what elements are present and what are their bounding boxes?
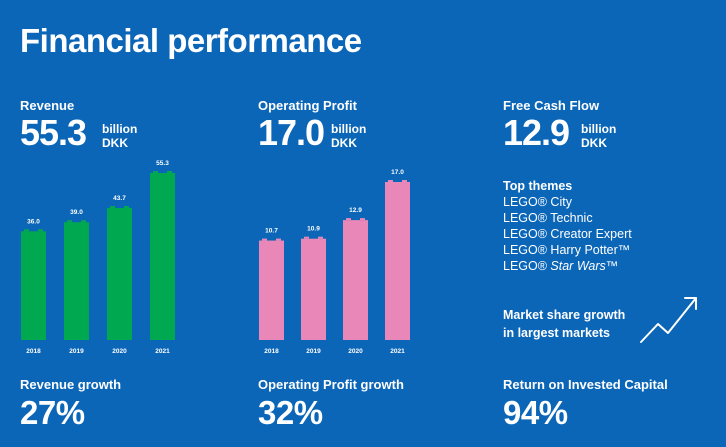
theme-name: LEGO® Technic — [503, 211, 593, 225]
bar-value-label: 36.0 — [27, 218, 40, 225]
revenue-unit-billion: billion — [102, 122, 138, 136]
bar-2018 — [21, 231, 46, 340]
theme-item: LEGO® Technic — [503, 210, 632, 226]
operating-profit-unit-billion: billion — [331, 122, 367, 136]
op-profit-growth-label: Operating Profit growth — [258, 377, 404, 392]
x-tick-label: 2020 — [112, 348, 127, 355]
bar-value-label: 10.7 — [265, 228, 278, 235]
bar-stud-right — [167, 171, 172, 173]
bar-stud-right — [402, 180, 407, 182]
bar-stud-right — [360, 218, 365, 221]
operating-profit-label: Operating Profit — [258, 98, 357, 113]
theme-name: LEGO® — [503, 259, 551, 273]
theme-item: LEGO® Star Wars™ — [503, 258, 632, 274]
bar-value-label: 12.9 — [349, 207, 362, 214]
trend-up-arrow-icon — [640, 297, 697, 343]
roic-value: 94% — [503, 394, 568, 431]
bar-stud-right — [124, 206, 129, 209]
operating-profit-bar-chart: 10.7 2018 10.9 2019 12.9 2020 17.0 2021 — [259, 169, 410, 355]
bar-stud-left — [153, 171, 158, 173]
op-profit-growth-value: 32% — [258, 394, 323, 431]
bar-value-label: 43.7 — [113, 195, 126, 202]
bar-stud-right — [38, 229, 43, 232]
theme-item: LEGO® City — [503, 194, 632, 210]
bar-stud-left — [346, 218, 351, 221]
free-cash-flow-unit-dkk: DKK — [581, 136, 607, 150]
revenue-growth-label: Revenue growth — [20, 377, 122, 392]
revenue-label: Revenue — [20, 98, 75, 113]
bar-2021 — [385, 182, 410, 340]
market-share-line1: Market share growth — [503, 308, 626, 322]
operating-profit-value: 17.0 — [258, 112, 325, 153]
operating-profit-chart: 10.7 2018 10.9 2019 12.9 2020 17.0 2021 — [253, 140, 423, 360]
revenue-chart: 36.0 2018 39.0 2019 43.7 2020 55.3 2021 — [15, 140, 185, 360]
revenue-growth-value: 27% — [20, 394, 85, 431]
bar-stud-right — [81, 220, 86, 223]
bar-stud-left — [262, 238, 267, 241]
theme-item: LEGO® Creator Expert — [503, 226, 632, 242]
bar-stud-left — [67, 220, 72, 223]
x-tick-label: 2020 — [348, 348, 363, 355]
market-share-text: Market share growth in largest markets — [503, 306, 625, 342]
bar-stud-right — [276, 238, 281, 241]
theme-name-italic: Star Wars™ — [550, 259, 619, 273]
bar-value-label: 55.3 — [156, 160, 169, 167]
x-tick-label: 2019 — [306, 348, 321, 355]
market-share-line2: in largest markets — [503, 326, 610, 340]
free-cash-flow-unit-billion: billion — [581, 122, 617, 136]
bar-value-label: 39.0 — [70, 209, 83, 216]
top-themes-title: Top themes — [503, 179, 573, 193]
x-tick-label: 2021 — [390, 348, 405, 355]
free-cash-flow-unit: billion DKK — [581, 122, 616, 150]
theme-item: LEGO® Harry Potter™ — [503, 242, 632, 258]
revenue-unit-dkk: DKK — [102, 136, 128, 150]
page-title: Financial performance — [20, 22, 362, 59]
x-tick-label: 2019 — [69, 348, 84, 355]
revenue-unit: billion DKK — [102, 122, 137, 150]
bar-2019 — [64, 222, 89, 340]
x-tick-label: 2018 — [264, 348, 279, 355]
bar-stud-left — [110, 206, 115, 209]
revenue-value: 55.3 — [20, 112, 87, 153]
theme-name: LEGO® City — [503, 195, 572, 209]
operating-profit-unit: billion DKK — [331, 122, 366, 150]
bar-2021 — [150, 173, 175, 340]
bar-2018 — [259, 240, 284, 340]
top-themes: Top themes LEGO® City LEGO® Technic LEGO… — [503, 178, 632, 274]
bar-stud-left — [24, 229, 29, 232]
x-tick-label: 2021 — [155, 348, 170, 355]
roic-label: Return on Invested Capital — [503, 377, 668, 392]
free-cash-flow-label: Free Cash Flow — [503, 98, 600, 113]
bar-stud-left — [304, 236, 309, 239]
operating-profit-unit-dkk: DKK — [331, 136, 357, 150]
free-cash-flow-value: 12.9 — [503, 112, 570, 153]
bar-stud-right — [318, 236, 323, 239]
bar-2020 — [343, 220, 368, 340]
bar-stud-left — [388, 180, 393, 182]
bar-value-label: 10.9 — [307, 226, 320, 233]
bar-value-label: 17.0 — [391, 169, 404, 176]
bar-2019 — [301, 238, 326, 340]
theme-name: LEGO® Creator Expert — [503, 227, 632, 241]
theme-name: LEGO® Harry Potter™ — [503, 243, 631, 257]
revenue-bar-chart: 36.0 2018 39.0 2019 43.7 2020 55.3 2021 — [21, 160, 175, 355]
bar-2020 — [107, 208, 132, 340]
x-tick-label: 2018 — [26, 348, 41, 355]
